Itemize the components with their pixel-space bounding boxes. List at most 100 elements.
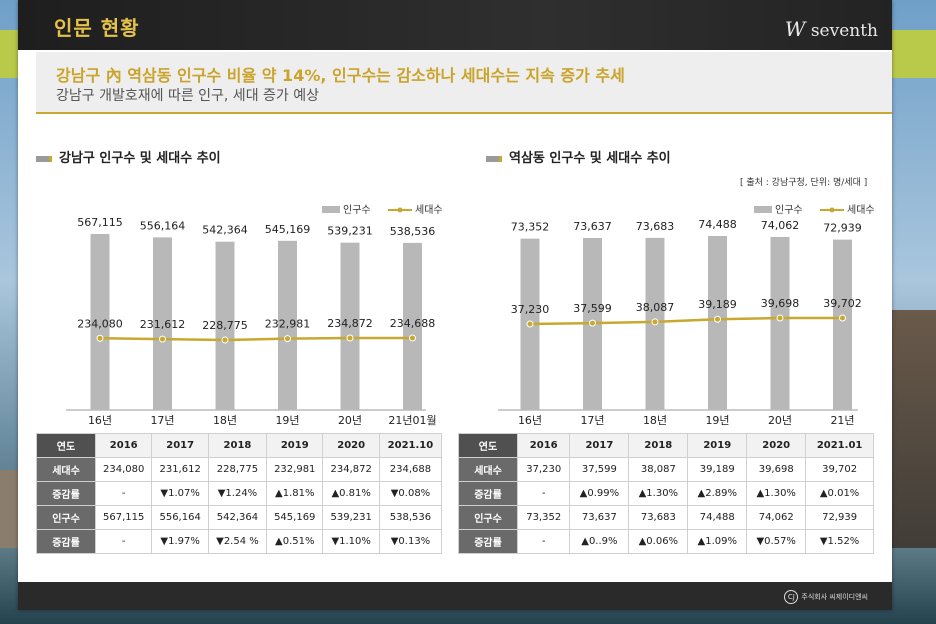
left-data-table: 연도 2016 2017 2018 2019 2020 2021.10 세대수 234,080 2… <box>36 433 443 554</box>
legend-bar-swatch <box>754 206 772 213</box>
table-cell: ▼0.57% <box>746 529 807 554</box>
line-point <box>96 334 104 342</box>
table-cell: 556,164 <box>151 505 209 530</box>
legend-bar-swatch <box>322 206 340 213</box>
table-cell: ▲1.30% <box>628 481 689 506</box>
table-cell: - <box>516 481 571 506</box>
corp-mark: CJ 주식회사 씨제이디앤씨 <box>784 590 868 604</box>
table-cell: 234,872 <box>322 457 380 482</box>
table-cell: 39,189 <box>687 457 748 482</box>
chart-svg: 인구수 세대수 567,115 16년 556,164 17년 542,364 18년 545,… <box>66 204 443 427</box>
bottom-bar: CJ 주식회사 씨제이디앤씨 <box>18 582 892 610</box>
x-tick-label: 18년 <box>213 414 237 427</box>
line-value-label: 39,702 <box>823 297 862 310</box>
bar-value-label: 73,352 <box>511 221 550 234</box>
table-cell: ▲0.99% <box>569 481 630 506</box>
table-cell: ▲0.06% <box>628 529 689 554</box>
x-tick-label: 17년 <box>150 414 174 427</box>
table-cell: 39,702 <box>805 457 874 482</box>
table-cell: 72,939 <box>805 505 874 530</box>
section-marker-icon <box>36 155 52 162</box>
line-value-label: 228,775 <box>202 319 248 332</box>
right-section-title-text: 역삼동 인구수 및 세대수 추이 <box>509 151 671 166</box>
table-row-label: 인구수 <box>36 505 96 530</box>
line-point <box>221 336 229 344</box>
table-row-label: 증감률 <box>36 481 96 506</box>
table-cell: ▲2.89% <box>687 481 748 506</box>
table-cell: ▲0.01% <box>805 481 874 506</box>
bar-value-label: 74,062 <box>761 219 800 232</box>
bar-value-label: 567,115 <box>77 216 123 229</box>
table-cell: ▼1.52% <box>805 529 874 554</box>
table-header-row: 연도 2016 2017 2018 2019 2020 2021.01 <box>458 433 874 458</box>
x-tick-label: 17년 <box>580 414 604 427</box>
x-tick-label: 21년 <box>830 414 854 427</box>
table-year-header: 2019 <box>266 433 324 458</box>
line-point <box>776 314 784 322</box>
bar-value-label: 542,364 <box>202 224 248 237</box>
chart-legend: 인구수 세대수 <box>754 204 875 216</box>
table-year-header: 2021.01 <box>805 433 874 458</box>
line-point <box>346 334 354 342</box>
x-tick-label: 21년01월 <box>388 414 436 427</box>
line-point <box>526 320 534 328</box>
bar-value-label: 539,231 <box>327 225 373 238</box>
table-cell: ▼1.24% <box>207 481 268 506</box>
table-cell: 542,364 <box>207 505 268 530</box>
corp-logo-icon: CJ <box>784 590 799 604</box>
table-row: 증감률 - ▲0.99% ▲1.30% ▲2.89% ▲1.30% ▲0.01% <box>458 481 874 506</box>
line-series-households <box>529 316 843 326</box>
subheadline: 강남구 개발호재에 따른 인구, 세대 증가 예상 <box>56 88 319 104</box>
logo-mark: W <box>784 17 806 41</box>
bar-19년 <box>708 236 727 410</box>
table-header-row: 연도 2016 2017 2018 2019 2020 2021.10 <box>36 433 443 458</box>
table-year-header: 2020 <box>322 433 380 458</box>
line-value-label: 38,087 <box>636 301 675 314</box>
table-row-label: 세대수 <box>36 457 96 482</box>
source-note: [ 출처 : 강남구청, 단위: 명/세대 ] <box>740 178 868 188</box>
table-cell: ▼1.07% <box>151 481 209 506</box>
section-marker-icon <box>486 155 502 162</box>
legend-label: 세대수 <box>847 204 875 216</box>
line-point <box>651 318 659 326</box>
line-point <box>714 315 721 323</box>
table-row: 증감률 - ▼1.07% ▼1.24% ▲1.81% ▲0.81% ▼0.08% <box>36 481 443 506</box>
table-cell: 231,612 <box>151 457 209 482</box>
chart-svg: 인구수 세대수 73,352 16년 73,637 17년 73,683 18년 74,488 1… <box>498 204 875 427</box>
table-row: 세대수 234,080 231,612 228,775 232,981 234,872 23… <box>36 457 443 482</box>
line-value-label: 37,230 <box>511 303 550 316</box>
table-cell: ▼0.13% <box>378 529 443 554</box>
logo-text: seventh <box>810 21 878 41</box>
table-cell: 74,062 <box>746 505 807 530</box>
right-data-table: 연도 2016 2017 2018 2019 2020 2021.01 세대수 37,230 37… <box>458 433 874 554</box>
corp-name: 주식회사 씨제이디앤씨 <box>801 593 868 601</box>
table-cell: ▼2.54 % <box>207 529 268 554</box>
table-row-label: 인구수 <box>458 505 518 530</box>
headline: 강남구 內 역삼동 인구수 비율 약 14%, 인구수는 감소하나 세대수는 지… <box>56 66 625 85</box>
x-tick-label: 19년 <box>275 414 299 427</box>
bar-value-label: 556,164 <box>140 219 186 232</box>
bar-20년 <box>770 236 790 410</box>
right-section-title: 역삼동 인구수 및 세대수 추이 <box>486 147 671 166</box>
legend-label: 세대수 <box>415 204 443 216</box>
line-point <box>159 335 166 343</box>
table-row: 세대수 37,230 37,599 38,087 39,189 39,698 39,702 <box>458 457 874 482</box>
table-cell: - <box>94 529 153 554</box>
line-value-label: 234,080 <box>77 317 123 330</box>
table-cell: 74,488 <box>687 505 748 530</box>
legend-label: 인구수 <box>775 204 803 216</box>
x-tick-label: 19년 <box>705 414 729 427</box>
table-year-header: 2016 <box>516 433 571 458</box>
line-value-label: 231,612 <box>140 318 186 331</box>
brand-logo: W seventh <box>785 17 878 41</box>
table-cell: 234,688 <box>378 457 443 482</box>
chart-legend: 인구수 세대수 <box>322 204 443 216</box>
table-year-header: 2017 <box>569 433 630 458</box>
table-cell: ▲0..9% <box>569 529 630 554</box>
x-tick-label: 20년 <box>768 414 792 427</box>
bar-17년 <box>153 237 172 410</box>
table-cell: 545,169 <box>266 505 324 530</box>
table-row-label: 증감률 <box>36 529 96 554</box>
bar-value-label: 72,939 <box>823 222 862 235</box>
table-cell: 39,698 <box>746 457 807 482</box>
